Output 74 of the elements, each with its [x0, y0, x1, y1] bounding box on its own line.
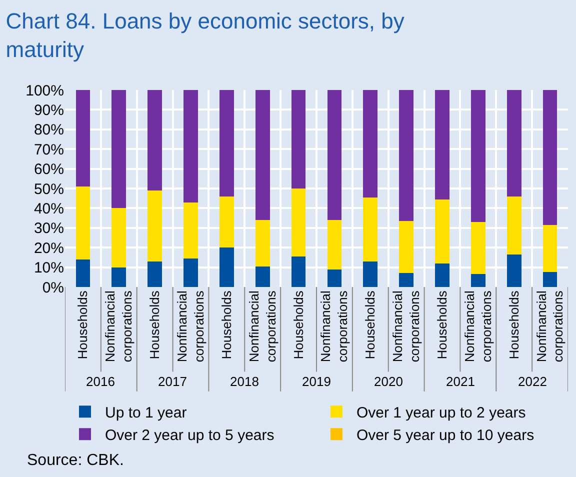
legend-label: Over 2 year up to 5 years — [105, 426, 274, 444]
bar — [255, 266, 270, 287]
y-tick-label: 40% — [34, 200, 64, 218]
text: 2017 — [158, 374, 187, 389]
bar — [363, 197, 378, 262]
bar — [435, 90, 450, 200]
legend-label: Up to 1 year — [105, 404, 187, 422]
bar — [76, 90, 90, 187]
bar — [470, 222, 486, 274]
bar — [506, 254, 522, 287]
bar — [542, 224, 558, 272]
bar — [112, 267, 126, 287]
bar — [112, 208, 126, 268]
text: 2020 — [374, 374, 403, 389]
text: 2022 — [518, 374, 547, 389]
bar — [219, 196, 234, 248]
bar — [506, 196, 522, 254]
bar — [327, 220, 342, 270]
y-tick-label: 50% — [34, 180, 64, 198]
legend-label: Over 5 year up to 10 years — [356, 426, 534, 444]
y-tick-label: 70% — [34, 141, 64, 158]
text: 2016 — [86, 374, 115, 389]
y-tick-label: 20% — [34, 240, 64, 257]
x-tick-label: Households — [290, 290, 306, 360]
bar — [399, 221, 414, 274]
bar — [184, 90, 198, 202]
bar — [112, 90, 126, 208]
chart-title: Chart 84. Loans by economic sectors, by maturity — [6, 8, 404, 62]
source-note: Source: CBK. — [27, 452, 124, 469]
bar — [148, 261, 162, 287]
x-tick-label: Nonfinancial corporations — [102, 290, 135, 362]
bar — [399, 273, 414, 287]
bar — [255, 220, 270, 266]
bar — [291, 256, 306, 287]
text: 2019 — [302, 374, 331, 389]
y-tick-label: 0% — [42, 279, 64, 296]
y-tick-label: 60% — [34, 161, 64, 178]
x-tick-label: Households — [506, 290, 522, 360]
bar — [327, 269, 342, 287]
x-tick-label: Households — [218, 290, 234, 360]
bar — [291, 90, 306, 188]
bar — [148, 190, 162, 262]
y-tick-label: 10% — [34, 260, 64, 277]
bar — [76, 259, 90, 287]
bar — [184, 202, 198, 258]
x-tick-label: Households — [75, 290, 90, 360]
legend-label: Over 1 year up to 2 years — [356, 404, 526, 422]
bar — [470, 274, 486, 287]
bar — [506, 90, 522, 196]
bar — [76, 186, 90, 260]
x-tick-label: Households — [362, 290, 378, 360]
bar — [363, 90, 378, 198]
bar — [291, 188, 306, 256]
bar — [435, 263, 450, 287]
bar — [399, 90, 414, 222]
bar — [219, 248, 234, 287]
bar — [363, 261, 378, 287]
y-tick-label: 30% — [34, 220, 64, 238]
y-tick-label: 80% — [34, 122, 64, 139]
x-tick-label: Households — [147, 290, 162, 360]
x-tick-label: Households — [434, 290, 450, 360]
bar — [542, 272, 558, 287]
bar — [184, 258, 198, 287]
bar — [542, 90, 558, 225]
y-tick-label: 90% — [34, 102, 64, 119]
bar — [219, 90, 234, 196]
bar — [255, 90, 270, 220]
text: 2018 — [230, 374, 259, 389]
bar — [148, 90, 162, 190]
bar — [470, 90, 486, 222]
bar — [327, 90, 342, 220]
text: 2021 — [446, 374, 475, 389]
y-tick-label: 100% — [26, 82, 64, 100]
bar — [435, 199, 450, 264]
